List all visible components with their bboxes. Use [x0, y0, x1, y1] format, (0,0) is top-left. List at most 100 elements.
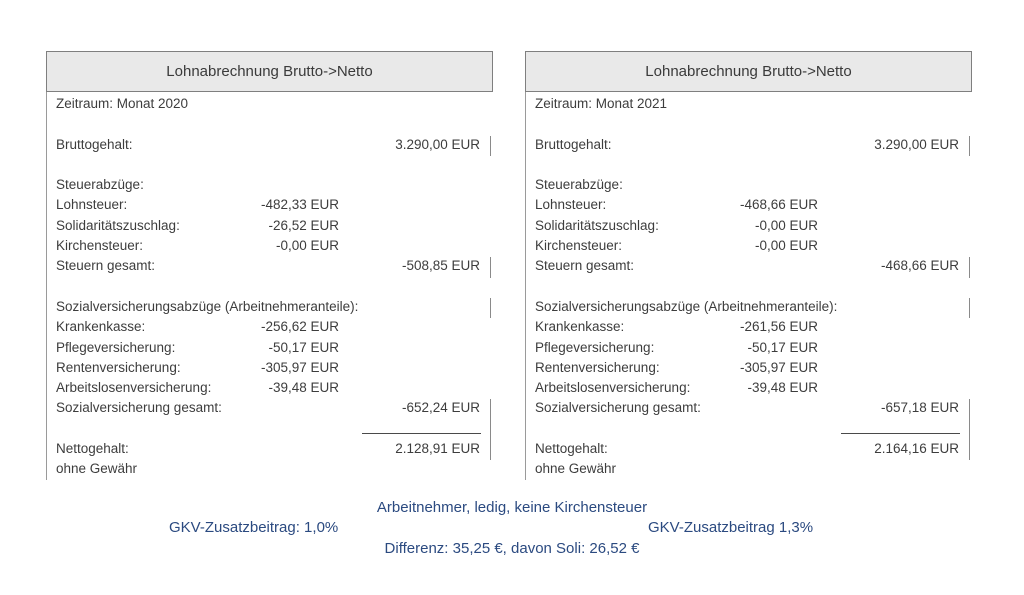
cell-border-tick — [489, 257, 491, 278]
row-amount-right: 2.128,91 EUR — [395, 441, 480, 457]
table-row: Sozialversicherung gesamt: -652,24 EUR — [47, 398, 493, 420]
cell-border-tick — [489, 399, 491, 420]
row-label: Kirchensteuer: — [56, 238, 144, 254]
table-row: Bruttogehalt: 3.290,00 EUR — [526, 135, 972, 156]
table-row: Bruttogehalt: 3.290,00 EUR — [47, 135, 493, 156]
table-row: Steuerabzüge: — [47, 175, 493, 195]
row-label: Steuerabzüge: — [535, 177, 623, 193]
row-label: Bruttogehalt: — [535, 136, 612, 152]
row-label: Lohnsteuer: — [56, 197, 128, 213]
table-row: Lohnsteuer: -468,66 EUR — [526, 195, 972, 215]
table-row: Rentenversicherung: -305,97 EUR — [47, 358, 493, 378]
cell-border-tick — [968, 257, 970, 278]
spacer-row — [47, 277, 493, 297]
table-row: Pflegeversicherung: -50,17 EUR — [526, 338, 972, 358]
spacer-row — [526, 155, 972, 175]
table-row: Arbeitslosenversicherung: -39,48 EUR — [526, 378, 972, 398]
row-amount-mid: -26,52 EUR — [268, 217, 339, 233]
row-amount-right: 3.290,00 EUR — [395, 136, 480, 152]
row-label: Arbeitslosenversicherung: — [56, 380, 212, 396]
table-row: Steuern gesamt: -508,85 EUR — [47, 256, 493, 278]
row-label: Rentenversicherung: — [535, 359, 660, 375]
footnote-gkv-contribution-2021: GKV-Zusatzbeitrag 1,3% — [648, 519, 814, 536]
row-amount-mid: -39,48 EUR — [747, 380, 818, 396]
footnote-difference: Differenz: 35,25 €, davon Soli: 26,52 € — [384, 540, 640, 557]
row-amount-mid: -0,00 EUR — [275, 238, 339, 254]
cell-border-tick — [489, 440, 491, 461]
row-label: ohne Gewähr — [56, 461, 138, 477]
cell-border-tick — [489, 297, 491, 319]
table-row: Sozialversicherungsabzüge (Arbeitnehmera… — [47, 297, 493, 319]
row-amount-mid: -468,66 EUR — [739, 197, 818, 213]
row-label: Kirchensteuer: — [535, 238, 623, 254]
spacer-row — [47, 114, 493, 134]
table-row: ohne Gewähr — [47, 459, 493, 479]
row-amount-right: -508,85 EUR — [401, 258, 480, 274]
cell-border-tick — [968, 399, 970, 420]
row-amount-mid: -0,00 EUR — [754, 238, 818, 254]
row-amount-right: -652,24 EUR — [401, 400, 480, 416]
cell-border-tick — [968, 297, 970, 319]
payslip-panel-2021: Lohnabrechnung Brutto->Netto Zeitraum: M… — [525, 51, 972, 480]
row-label: Sozialversicherung gesamt: — [56, 400, 222, 416]
row-label: Rentenversicherung: — [56, 359, 181, 375]
row-label: Arbeitslosenversicherung: — [535, 380, 691, 396]
table-row: Kirchensteuer: -0,00 EUR — [47, 236, 493, 256]
sum-rule-line — [362, 433, 481, 435]
spacer-row — [526, 277, 972, 297]
table-row: Zeitraum: Monat 2021 — [526, 94, 972, 114]
row-label: Zeitraum: Monat 2020 — [56, 96, 189, 111]
cell-border-tick — [489, 135, 491, 156]
row-label: Steuern gesamt: — [535, 258, 635, 274]
table-row: ohne Gewähr — [526, 459, 972, 479]
row-label: Pflegeversicherung: — [535, 339, 655, 355]
row-label: Krankenkasse: — [535, 319, 625, 335]
row-label: Sozialversicherungsabzüge (Arbeitnehmera… — [535, 298, 838, 314]
table-row: Lohnsteuer: -482,33 EUR — [47, 195, 493, 215]
row-amount-right: 3.290,00 EUR — [874, 136, 959, 152]
row-amount-right: 2.164,16 EUR — [874, 441, 959, 457]
subtotal-rule-row — [47, 419, 493, 441]
row-amount-mid: -39,48 EUR — [268, 380, 339, 396]
row-amount-mid: -261,56 EUR — [739, 319, 818, 335]
spacer-row — [526, 114, 972, 134]
row-label: Zeitraum: Monat 2021 — [535, 96, 668, 111]
table-row: Krankenkasse: -256,62 EUR — [47, 317, 493, 337]
row-label: Pflegeversicherung: — [56, 339, 176, 355]
footnote-gkv-contribution-2020: GKV-Zusatzbeitrag: 1,0% — [169, 519, 339, 536]
table-row: Steuerabzüge: — [526, 175, 972, 195]
table-row: Solidaritätszuschlag: -0,00 EUR — [526, 216, 972, 236]
table-row: Nettogehalt: 2.164,16 EUR — [526, 439, 972, 461]
table-row: Sozialversicherungsabzüge (Arbeitnehmera… — [526, 297, 972, 319]
table-row: Zeitraum: Monat 2020 — [47, 94, 493, 114]
table-row: Krankenkasse: -261,56 EUR — [526, 317, 972, 337]
panel-title: Lohnabrechnung Brutto->Netto — [525, 51, 972, 92]
row-label: Sozialversicherungsabzüge (Arbeitnehmera… — [56, 298, 359, 314]
panel-body: Zeitraum: Monat 2021 Bruttogehalt: 3.290,0… — [525, 92, 972, 480]
row-amount-mid: -482,33 EUR — [260, 197, 339, 213]
row-label: Steuerabzüge: — [56, 177, 144, 193]
row-amount-right: -468,66 EUR — [880, 258, 959, 274]
table-row: Nettogehalt: 2.128,91 EUR — [47, 439, 493, 461]
cell-border-tick — [968, 419, 970, 441]
table-row: Arbeitslosenversicherung: -39,48 EUR — [47, 378, 493, 398]
row-label: Krankenkasse: — [56, 319, 146, 335]
row-amount-mid: -50,17 EUR — [268, 339, 339, 355]
table-row: Solidaritätszuschlag: -26,52 EUR — [47, 216, 493, 236]
table-row: Pflegeversicherung: -50,17 EUR — [47, 338, 493, 358]
spacer-row — [47, 155, 493, 175]
cell-border-tick — [968, 440, 970, 461]
row-amount-mid: -256,62 EUR — [260, 319, 339, 335]
row-label: Bruttogehalt: — [56, 136, 133, 152]
row-label: Nettogehalt: — [56, 441, 129, 457]
row-amount-mid: -305,97 EUR — [739, 359, 818, 375]
row-amount-mid: -305,97 EUR — [260, 359, 339, 375]
row-label: Solidaritätszuschlag: — [535, 217, 659, 233]
panel-body: Zeitraum: Monat 2020 Bruttogehalt: 3.290,0… — [46, 92, 493, 480]
row-amount-mid: -0,00 EUR — [754, 217, 818, 233]
row-amount-mid: -50,17 EUR — [747, 339, 818, 355]
row-amount-right: -657,18 EUR — [880, 400, 959, 416]
row-label: Sozialversicherung gesamt: — [535, 400, 701, 416]
table-row: Steuern gesamt: -468,66 EUR — [526, 256, 972, 278]
table-row: Rentenversicherung: -305,97 EUR — [526, 358, 972, 378]
